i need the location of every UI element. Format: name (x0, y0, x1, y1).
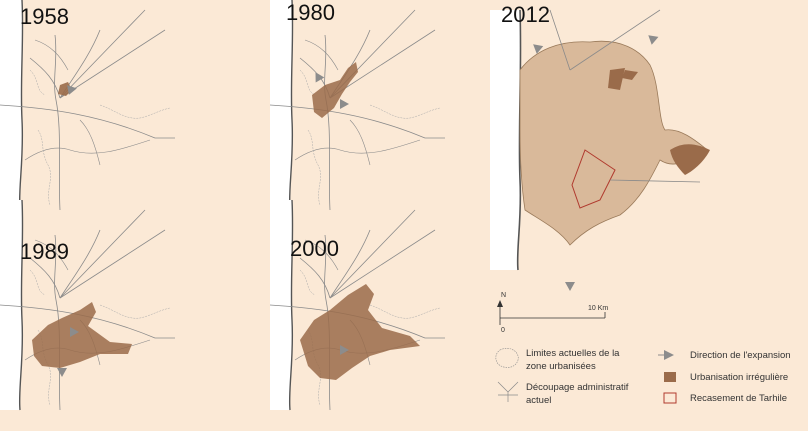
irregular-swatch-icon (664, 372, 676, 382)
year-label-2012: 2012 (501, 2, 550, 27)
year-label-1989: 1989 (20, 239, 69, 264)
north-arrow-icon (497, 300, 503, 307)
scale-bar (497, 300, 606, 325)
map-1958 (0, 0, 176, 211)
limit-outline-icon (495, 348, 519, 368)
legend-tarhile-label: Recasement de Tarhile (690, 393, 787, 404)
legend-limits-label: Limites actuelles de la zone urbanisées (526, 348, 620, 372)
scale-zero-label: 0 (501, 327, 505, 334)
legend-admin-label: Découpage administratif actuel (526, 382, 629, 406)
legend-irregular-label: Urbanisation irrégulière (690, 372, 789, 383)
admin-lines-icon (497, 381, 519, 402)
year-label-2000: 2000 (290, 236, 339, 261)
year-label-1958: 1958 (20, 4, 69, 29)
scale-distance-label: 10 Km (588, 305, 609, 312)
legend-direction-label: Direction de l'expansion (690, 350, 791, 361)
scale-north-label: N (501, 292, 507, 299)
map-1980 (269, 0, 446, 211)
map-2012 (490, 9, 710, 291)
tarhile-swatch-icon (663, 392, 677, 404)
map-1989 (0, 199, 176, 411)
map-2000 (269, 199, 446, 411)
year-label-1980: 1980 (286, 0, 335, 25)
direction-arrow-icon (658, 350, 674, 360)
